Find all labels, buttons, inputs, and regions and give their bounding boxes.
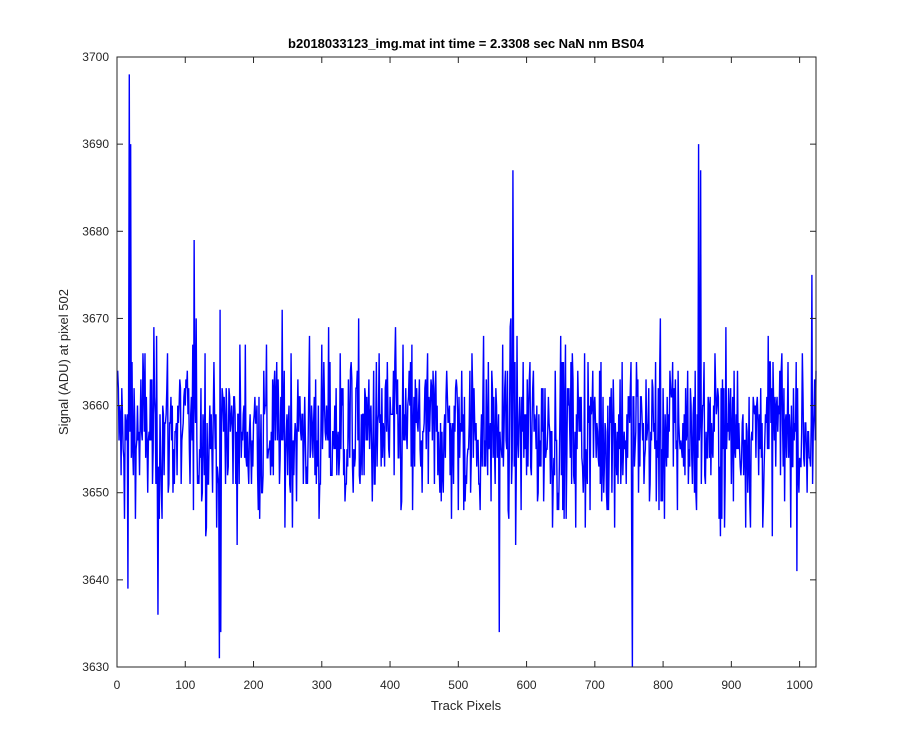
y-tick-label: 3640 [82,573,109,587]
y-axis-label: Signal (ADU) at pixel 502 [56,289,71,435]
x-tick-label: 400 [380,678,400,692]
x-tick-label: 0 [114,678,121,692]
axes-box [116,56,817,668]
x-tick-label: 600 [517,678,537,692]
y-tick-label: 3700 [82,50,109,64]
x-tick-label: 100 [175,678,195,692]
x-tick-label: 300 [312,678,332,692]
y-tick-label: 3670 [82,311,109,325]
x-tick-label: 900 [721,678,741,692]
series-layer [116,74,817,668]
y-tick-label: 3660 [82,399,109,413]
x-tick-label: 200 [244,678,264,692]
x-axis-label: Track Pixels [431,698,502,713]
chart-title: b2018033123_img.mat int time = 2.3308 se… [288,36,645,51]
plot-area [117,57,816,667]
tick-layer: 0 100 200 300 400 500 600 700 800 900 1000 3630 3640… [82,50,816,692]
y-tick-label: 3650 [82,486,109,500]
x-tick-label: 500 [448,678,468,692]
x-tick-label: 800 [653,678,673,692]
y-tick-label: 3680 [82,224,109,238]
y-tick-label: 3690 [82,137,109,151]
signal-series-line [116,74,817,668]
x-tick-label: 700 [585,678,605,692]
y-tick-label: 3630 [82,660,109,674]
x-tick-label: 1000 [786,678,813,692]
